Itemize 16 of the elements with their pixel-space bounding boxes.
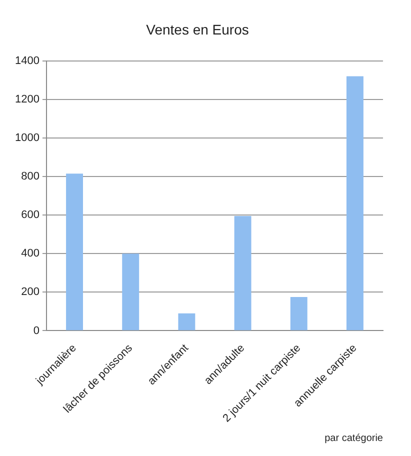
bar	[290, 296, 308, 330]
y-tick-label: 1400	[14, 54, 40, 67]
y-tick-label: 1000	[14, 132, 40, 144]
y-tick-label: 400	[21, 248, 40, 260]
y-tick-label: 0	[33, 324, 40, 337]
y-tick-label: 800	[21, 170, 40, 183]
bar	[178, 313, 196, 330]
bar	[66, 174, 83, 330]
chart-title: Ventes en Euros	[146, 21, 249, 38]
y-tick-label: 600	[21, 209, 40, 222]
bar	[122, 254, 140, 330]
y-tick-label: 1200	[14, 93, 40, 106]
x-axis-title: par catégorie	[324, 432, 384, 444]
y-tick-label: 200	[21, 286, 40, 298]
bar	[346, 76, 364, 330]
bar	[234, 216, 252, 330]
